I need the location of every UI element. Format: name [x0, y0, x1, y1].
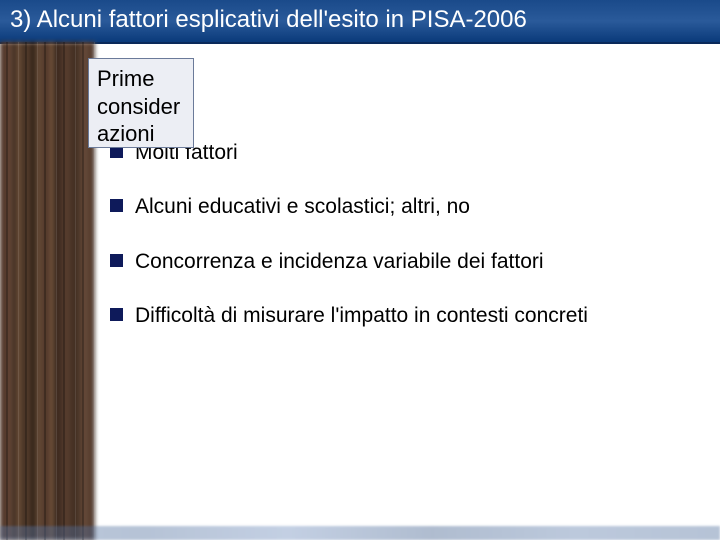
bullet-list: Molti fattori Alcuni educativi e scolast…: [110, 140, 700, 357]
bullet-square-icon: [110, 254, 123, 267]
list-item: Concorrenza e incidenza variabile dei fa…: [110, 249, 700, 275]
bullet-text: Alcuni educativi e scolastici; altri, no: [135, 194, 470, 220]
list-item: Molti fattori: [110, 140, 700, 166]
list-item: Alcuni educativi e scolastici; altri, no: [110, 194, 700, 220]
callout-text: Prime consider azioni: [97, 66, 180, 146]
slide-title: 3) Alcuni fattori esplicativi dell'esito…: [10, 6, 710, 34]
bullet-square-icon: [110, 199, 123, 212]
callout-box: Prime consider azioni: [88, 58, 194, 148]
list-item: Difficoltà di misurare l'impatto in cont…: [110, 303, 700, 329]
slide-title-bar: 3) Alcuni fattori esplicativi dell'esito…: [0, 0, 720, 44]
sidebar-books-overlay: [0, 42, 95, 540]
bullet-text: Difficoltà di misurare l'impatto in cont…: [135, 303, 588, 329]
bullet-text: Concorrenza e incidenza variabile dei fa…: [135, 249, 544, 275]
bottom-decoration: [0, 526, 720, 540]
bullet-square-icon: [110, 308, 123, 321]
